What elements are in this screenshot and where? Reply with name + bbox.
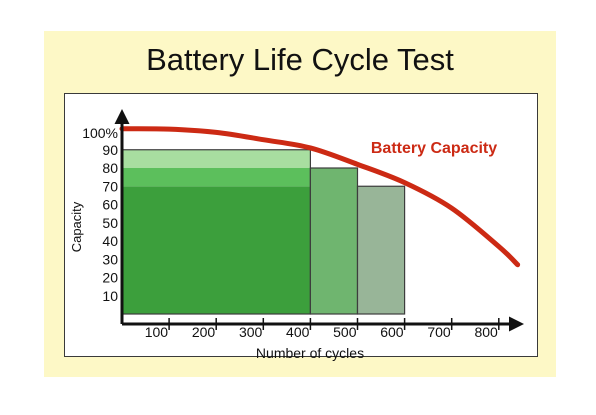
battery-capacity-curve <box>119 126 521 268</box>
y-tick-label: 10 <box>102 288 118 304</box>
axes-layer <box>114 109 524 332</box>
bar-0-band-0 <box>122 186 311 314</box>
series-label-battery-capacity: Battery Capacity <box>371 140 497 157</box>
x-tick-label: 200 <box>192 324 216 340</box>
bar-2-outline <box>356 185 406 315</box>
y-tick-label: 70 <box>102 178 118 194</box>
y-axis-top-label: 100% <box>82 125 118 141</box>
bar-0-band-1 <box>122 168 311 187</box>
x-tick-label: 600 <box>380 324 404 340</box>
x-tick-label: 100 <box>145 324 169 340</box>
bar-1-band-0 <box>310 168 358 314</box>
y-tick-label: 40 <box>102 233 118 249</box>
x-tick-label: 800 <box>474 324 498 340</box>
bars-layer <box>121 149 406 315</box>
x-tick-label: 500 <box>333 324 357 340</box>
x-tick-label: 700 <box>427 324 451 340</box>
y-tick-label: 80 <box>102 160 118 176</box>
bar-0-band-2 <box>122 149 311 168</box>
x-tick-label: 300 <box>239 324 263 340</box>
bar-2-band-0 <box>357 186 405 314</box>
y-tick-label: 30 <box>102 251 118 267</box>
x-axis-label: Number of cycles <box>256 345 364 361</box>
chart-title: Battery Life Cycle Test <box>146 42 454 77</box>
y-tick-label: 90 <box>102 142 118 158</box>
y-tick-label: 60 <box>102 197 118 213</box>
y-tick-label: 20 <box>102 270 118 286</box>
x-tick-label: 400 <box>286 324 310 340</box>
y-tick-label: 50 <box>102 215 118 231</box>
curve-layer <box>119 126 521 268</box>
ticks-layer: 100 200 300 400 500 600 700 800 10 20 30 40 50 60 70 80… <box>102 142 500 340</box>
y-axis-label: Capacity <box>69 201 84 252</box>
